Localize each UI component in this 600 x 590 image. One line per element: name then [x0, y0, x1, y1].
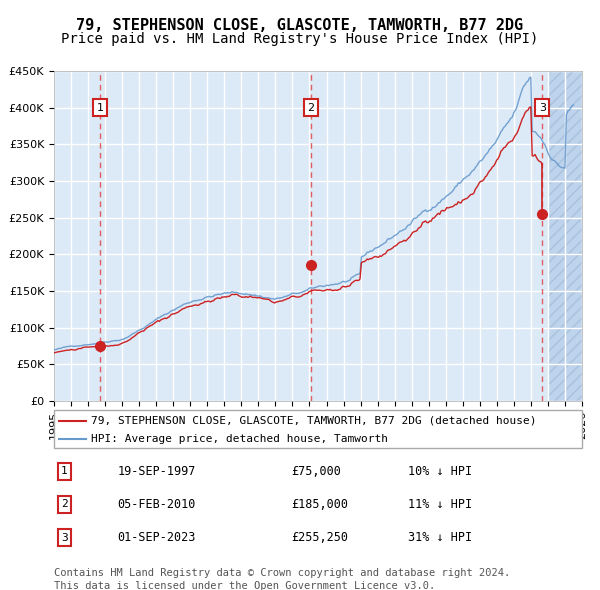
- Text: 2: 2: [61, 500, 68, 509]
- Text: 2: 2: [307, 103, 314, 113]
- Text: 3: 3: [61, 533, 68, 543]
- Text: 1: 1: [97, 103, 104, 113]
- Text: 19-SEP-1997: 19-SEP-1997: [118, 465, 196, 478]
- Text: 10% ↓ HPI: 10% ↓ HPI: [408, 465, 472, 478]
- Text: £75,000: £75,000: [292, 465, 341, 478]
- Text: HPI: Average price, detached house, Tamworth: HPI: Average price, detached house, Tamw…: [91, 434, 388, 444]
- FancyBboxPatch shape: [54, 410, 582, 448]
- Text: £255,250: £255,250: [292, 531, 349, 544]
- Text: Price paid vs. HM Land Registry's House Price Index (HPI): Price paid vs. HM Land Registry's House …: [61, 32, 539, 47]
- Text: 05-FEB-2010: 05-FEB-2010: [118, 498, 196, 511]
- Text: 79, STEPHENSON CLOSE, GLASCOTE, TAMWORTH, B77 2DG (detached house): 79, STEPHENSON CLOSE, GLASCOTE, TAMWORTH…: [91, 416, 536, 426]
- Text: 79, STEPHENSON CLOSE, GLASCOTE, TAMWORTH, B77 2DG: 79, STEPHENSON CLOSE, GLASCOTE, TAMWORTH…: [76, 18, 524, 32]
- Text: 1: 1: [61, 466, 68, 476]
- Text: 3: 3: [539, 103, 546, 113]
- Bar: [548, 71, 582, 401]
- Text: This data is licensed under the Open Government Licence v3.0.: This data is licensed under the Open Gov…: [54, 581, 435, 590]
- Text: £185,000: £185,000: [292, 498, 349, 511]
- Text: 11% ↓ HPI: 11% ↓ HPI: [408, 498, 472, 511]
- Text: 31% ↓ HPI: 31% ↓ HPI: [408, 531, 472, 544]
- Text: Contains HM Land Registry data © Crown copyright and database right 2024.: Contains HM Land Registry data © Crown c…: [54, 568, 510, 578]
- Text: 01-SEP-2023: 01-SEP-2023: [118, 531, 196, 544]
- Bar: [548, 71, 582, 401]
- Bar: [548, 71, 582, 401]
